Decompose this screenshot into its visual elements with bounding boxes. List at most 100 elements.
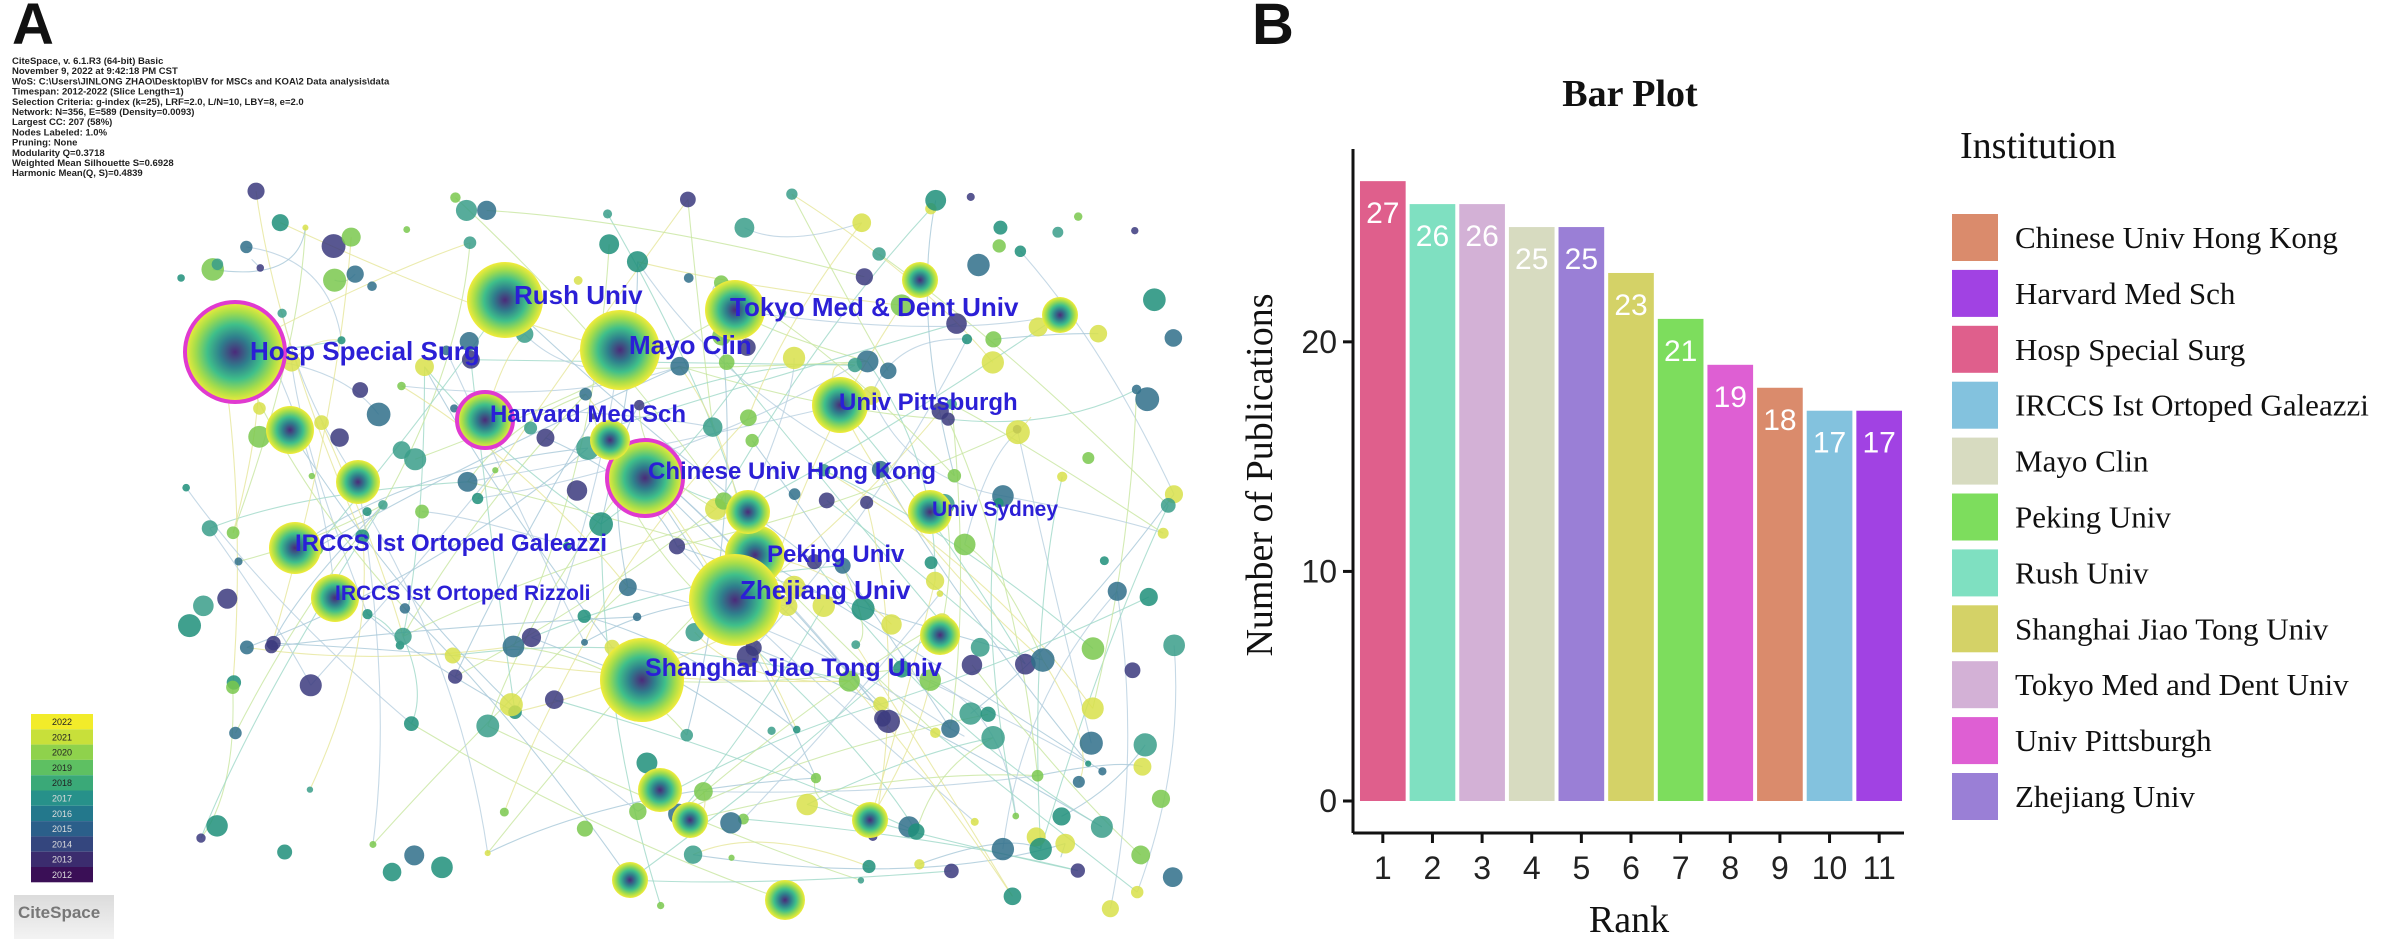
edge bbox=[1017, 432, 1092, 744]
node bbox=[240, 240, 253, 254]
legend-swatch bbox=[1952, 605, 1998, 653]
year-label: 2015 bbox=[52, 824, 72, 834]
node bbox=[993, 220, 1008, 235]
edge bbox=[970, 493, 1175, 714]
node bbox=[782, 346, 806, 370]
node bbox=[311, 574, 359, 622]
y-axis-label: Number of Publications bbox=[1239, 293, 1281, 656]
node bbox=[1099, 556, 1109, 566]
node-label: Univ Pittsburgh bbox=[839, 389, 1018, 416]
x-tick-label: 11 bbox=[1863, 850, 1896, 886]
node bbox=[796, 793, 818, 816]
node bbox=[355, 529, 370, 544]
data-label: 27 bbox=[1366, 197, 1399, 230]
edge bbox=[880, 596, 1149, 705]
node bbox=[788, 488, 801, 500]
node bbox=[720, 812, 742, 834]
node-label: Hosp Special Surg bbox=[250, 336, 480, 366]
node bbox=[369, 840, 377, 848]
legend-swatch bbox=[1952, 549, 1998, 597]
node bbox=[1101, 900, 1119, 918]
node bbox=[818, 492, 835, 509]
edge bbox=[531, 565, 843, 638]
edge bbox=[806, 737, 994, 805]
node bbox=[672, 802, 708, 838]
x-tick-label: 4 bbox=[1523, 850, 1541, 886]
edge bbox=[510, 704, 639, 812]
node bbox=[404, 845, 425, 866]
node bbox=[544, 690, 564, 709]
edge bbox=[454, 508, 717, 678]
network-nodes bbox=[177, 182, 1185, 920]
node bbox=[277, 844, 293, 860]
edge bbox=[915, 737, 994, 832]
node bbox=[467, 262, 543, 338]
x-tick-label: 9 bbox=[1771, 850, 1789, 886]
node bbox=[415, 504, 429, 519]
edge bbox=[402, 511, 749, 637]
legend-label: Rush Univ bbox=[2015, 555, 2149, 590]
edge bbox=[686, 335, 728, 736]
node bbox=[177, 614, 202, 638]
edge bbox=[411, 723, 786, 901]
node bbox=[961, 654, 983, 676]
node bbox=[1031, 648, 1055, 672]
node bbox=[471, 492, 484, 505]
edge bbox=[424, 366, 613, 648]
legend-label: Shanghai Jiao Tong Univ bbox=[2015, 611, 2329, 646]
legend-swatch bbox=[1952, 381, 1998, 429]
node-label: Peking Univ bbox=[767, 541, 905, 568]
node bbox=[702, 417, 723, 437]
edge bbox=[692, 843, 1066, 870]
node-label: Chinese Univ Hong Kong bbox=[648, 458, 936, 485]
node bbox=[362, 507, 372, 517]
edge bbox=[870, 338, 968, 396]
data-label: 18 bbox=[1763, 404, 1796, 437]
edge bbox=[600, 524, 662, 906]
node bbox=[1133, 733, 1157, 757]
node bbox=[893, 660, 911, 678]
edge bbox=[743, 818, 1078, 872]
info-line: Timespan: 2012-2022 (Slice Length=1) bbox=[12, 87, 184, 98]
info-line: Largest CC: 207 (58%) bbox=[12, 117, 112, 128]
network-edges bbox=[185, 191, 1177, 909]
edge bbox=[791, 193, 889, 372]
year-label: 2014 bbox=[52, 839, 72, 849]
edge bbox=[948, 388, 1137, 423]
node bbox=[1028, 317, 1048, 337]
node bbox=[947, 469, 962, 483]
node bbox=[856, 350, 879, 373]
year-label: 2012 bbox=[52, 870, 72, 880]
edge bbox=[639, 363, 855, 406]
node bbox=[871, 460, 889, 478]
node bbox=[566, 480, 588, 501]
legend-label: Hosp Special Surg bbox=[2015, 332, 2245, 367]
bar bbox=[1608, 272, 1654, 802]
node bbox=[862, 859, 876, 874]
x-tick-label: 5 bbox=[1572, 850, 1590, 886]
node bbox=[980, 706, 996, 722]
node bbox=[1072, 775, 1085, 788]
node bbox=[1090, 815, 1113, 838]
node bbox=[612, 862, 648, 898]
legend-title: Institution bbox=[1960, 125, 2116, 167]
node bbox=[392, 441, 411, 460]
edge bbox=[421, 511, 568, 547]
edge bbox=[402, 636, 418, 724]
node bbox=[589, 512, 613, 536]
node bbox=[879, 362, 897, 380]
node bbox=[855, 268, 873, 286]
node bbox=[336, 460, 380, 504]
node bbox=[1160, 498, 1176, 513]
node bbox=[941, 719, 960, 738]
logo: CiteSpace bbox=[18, 903, 100, 922]
node bbox=[323, 268, 347, 292]
node bbox=[590, 420, 630, 460]
legend-swatch bbox=[1952, 773, 1998, 820]
node bbox=[1143, 288, 1166, 312]
node bbox=[946, 398, 957, 410]
node-label: Shanghai Jiao Tong Univ bbox=[645, 654, 942, 682]
edge bbox=[703, 775, 1038, 793]
edge bbox=[382, 242, 471, 506]
legend-swatch bbox=[1952, 437, 1998, 485]
